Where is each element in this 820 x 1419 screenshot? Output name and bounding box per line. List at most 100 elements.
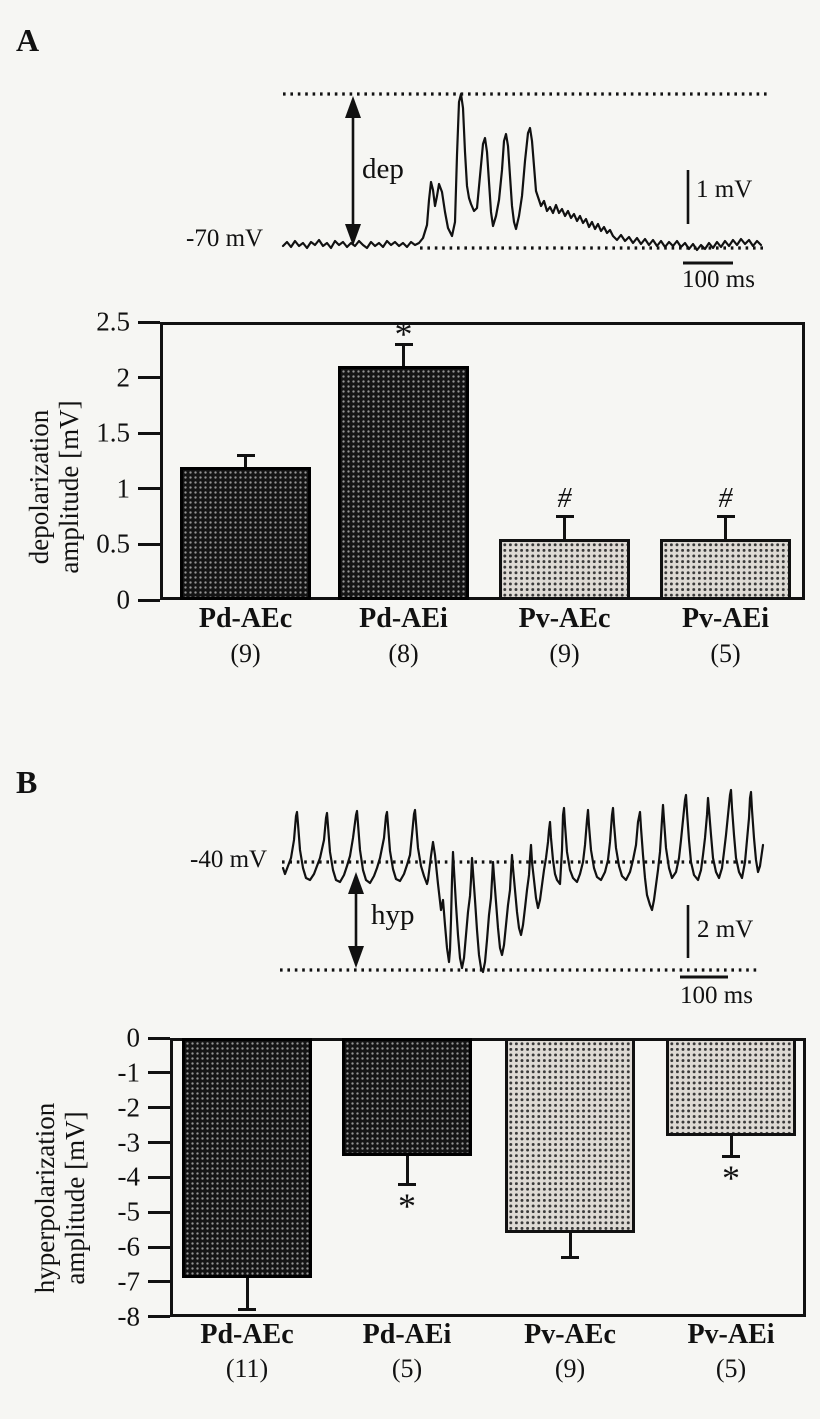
y-tick-label: -5: [117, 1196, 141, 1227]
bar-Pv-AEi: [660, 538, 791, 600]
error-bar-cap: [716, 515, 735, 519]
y-tick: [138, 320, 160, 324]
b-hyp-label: hyp: [371, 899, 415, 931]
error-bar-line: [245, 1278, 249, 1310]
y-tick-label: -8: [117, 1301, 141, 1332]
bar-Pv-AEc: [505, 1038, 635, 1234]
sig-marker: *: [722, 1158, 740, 1199]
n-label: (9): [230, 639, 261, 668]
y-axis-label: depolarization amplitude [mV]: [24, 400, 84, 573]
y-tick: [148, 1210, 170, 1214]
y-tick: [138, 598, 160, 602]
y-tick: [138, 431, 160, 435]
n-label: (5): [715, 1354, 747, 1383]
error-bar-line: [729, 1135, 733, 1157]
a-time-scale-label: 100 ms: [682, 266, 755, 293]
bar-Pv-AEc: [499, 538, 630, 600]
error-bar-cap: [398, 1182, 416, 1186]
plot-box: [170, 1038, 806, 1317]
y-tick-label: 2: [116, 362, 131, 393]
y-tick: [138, 487, 160, 491]
y-tick-label: -3: [117, 1127, 141, 1158]
y-tick: [138, 542, 160, 546]
y-tick-label: 0: [126, 1022, 141, 1053]
n-label: (11): [225, 1354, 269, 1383]
y-axis-label-line: hyperpolarization: [29, 1102, 60, 1294]
n-label: (8): [388, 639, 419, 668]
y-tick-label: -1: [117, 1057, 141, 1088]
sig-marker: #: [718, 482, 733, 514]
plot-box: [160, 322, 805, 600]
y-axis-label-line: amplitude [mV]: [60, 1111, 90, 1285]
error-bar-line: [563, 516, 566, 539]
error-bar-cap: [238, 1308, 256, 1312]
a-arrowhead-down-icon: [345, 224, 361, 246]
y-tick: [138, 376, 160, 380]
error-bar-line: [244, 455, 247, 467]
x-category-label: Pv-AEc: [524, 1319, 616, 1350]
panel-b-letter: B: [16, 764, 38, 800]
y-tick-label: -4: [117, 1161, 141, 1192]
y-tick: [148, 1175, 170, 1179]
x-category-label: Pv-AEi: [681, 603, 770, 634]
b-membrane-potential-label: -40 mV: [190, 846, 268, 873]
error-bar-cap: [561, 1256, 579, 1260]
b-voltage-trace: [281, 788, 765, 974]
bar-Pd-AEi: [342, 1038, 472, 1157]
error-bar-line: [568, 1233, 572, 1258]
bar-Pd-AEc: [182, 1038, 312, 1279]
n-label: (5): [391, 1354, 423, 1383]
error-bar-cap: [555, 515, 574, 519]
x-category-label: Pd-AEi: [362, 1319, 452, 1350]
error-bar-line: [724, 516, 727, 539]
x-category-label: Pd-AEc: [198, 603, 293, 634]
error-bar-line: [402, 344, 405, 367]
y-tick-label: -7: [117, 1266, 141, 1297]
n-label: (5): [710, 639, 741, 668]
a-dep-label: dep: [362, 153, 404, 185]
y-tick-label: -2: [117, 1092, 141, 1123]
y-tick-label: 1.5: [96, 417, 130, 448]
y-tick-label: 1: [116, 473, 131, 504]
a-voltage-trace: [281, 92, 763, 252]
bar-Pv-AEi: [666, 1038, 796, 1136]
bar-Pd-AEi: [338, 366, 469, 600]
y-tick-label: 0.5: [96, 528, 130, 559]
y-tick: [148, 1245, 170, 1249]
x-category-label: Pv-AEi: [687, 1319, 775, 1350]
y-tick-label: 2.5: [96, 306, 130, 337]
y-tick: [148, 1141, 170, 1145]
error-bar-cap: [722, 1154, 740, 1158]
b-arrowhead-up-icon: [348, 872, 364, 894]
y-axis-label-line: amplitude [mV]: [54, 400, 84, 574]
x-category-label: Pd-AEc: [200, 1319, 294, 1350]
a-voltage-scale-label: 1 mV: [696, 176, 753, 203]
x-category-label: Pv-AEc: [518, 603, 611, 634]
y-tick-label: -6: [117, 1231, 141, 1262]
y-tick: [148, 1036, 170, 1040]
sig-marker: *: [394, 314, 413, 355]
b-arrowhead-down-icon: [348, 946, 364, 968]
error-bar-cap: [236, 453, 255, 457]
y-tick-label: 0: [116, 584, 131, 615]
y-tick: [148, 1071, 170, 1075]
y-tick: [148, 1106, 170, 1110]
b-voltage-scale-label: 2 mV: [697, 916, 754, 943]
bar-Pd-AEc: [180, 466, 311, 600]
panel-a-letter: A: [16, 22, 40, 58]
y-axis-label: hyperpolarization amplitude [mV]: [30, 1103, 90, 1293]
n-label: (9): [554, 1354, 586, 1383]
error-bar-cap: [394, 342, 413, 346]
sig-marker: *: [398, 1186, 416, 1227]
sig-marker: #: [557, 482, 572, 514]
a-arrowhead-up-icon: [345, 96, 361, 118]
a-membrane-potential-label: -70 mV: [186, 225, 264, 252]
error-bar-line: [405, 1156, 409, 1185]
y-axis-label-line: depolarization: [23, 409, 54, 565]
x-category-label: Pd-AEi: [359, 603, 448, 634]
n-label: (9): [549, 639, 580, 668]
y-tick: [148, 1315, 170, 1319]
b-time-scale-label: 100 ms: [680, 982, 753, 1009]
y-tick: [148, 1280, 170, 1284]
